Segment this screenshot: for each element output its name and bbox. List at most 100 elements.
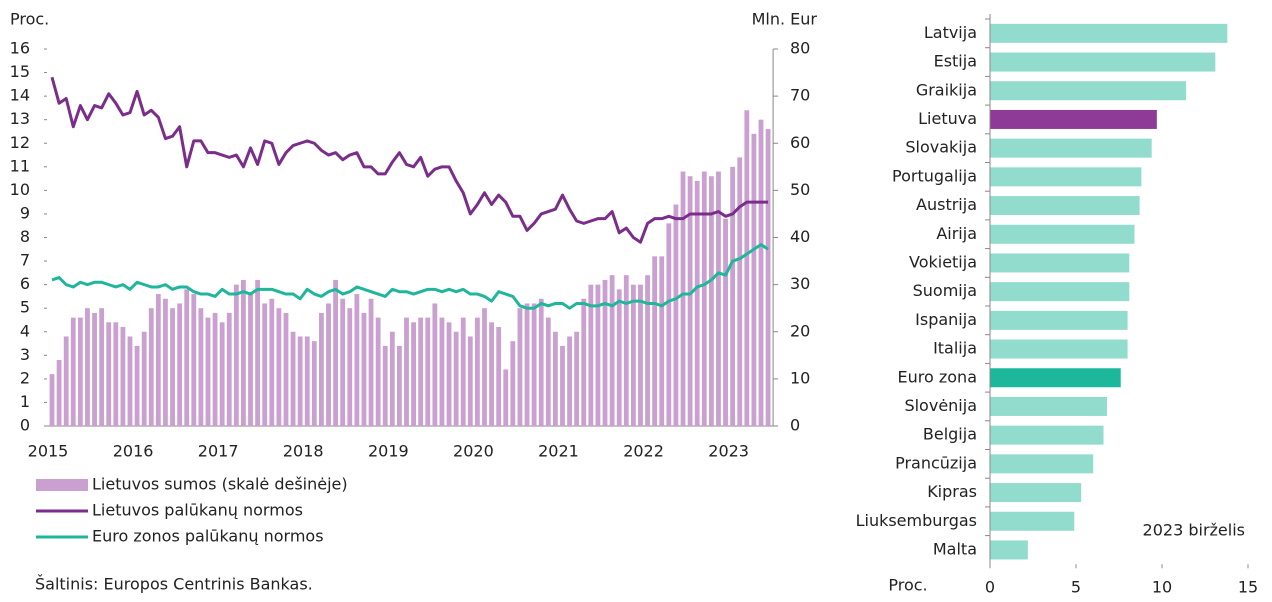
y-tick-label: 10 (10, 180, 30, 199)
y2-tick-label: 40 (790, 227, 810, 246)
y-tick-label: Prancūzija (895, 453, 977, 472)
bar (765, 129, 771, 427)
x-tick-label: 2017 (198, 442, 239, 461)
legend-label: Lietuvos palūkanų normos (92, 501, 303, 520)
bar (623, 275, 629, 426)
bar (432, 303, 438, 426)
bar (155, 294, 161, 426)
bar (581, 298, 587, 426)
bar (404, 317, 409, 426)
bar (382, 345, 388, 426)
y-tick-label: 15 (10, 62, 30, 81)
y-tick-label: Kipras (927, 482, 977, 501)
bar (248, 294, 253, 426)
y2-tick-label: 10 (790, 368, 810, 387)
bar (990, 339, 1128, 359)
bar (723, 218, 728, 426)
bar (602, 279, 608, 426)
y-tick-label: Latvija (924, 23, 977, 42)
bar (212, 312, 218, 426)
bar (701, 171, 707, 426)
bar (560, 345, 565, 426)
x-tick-label: 2023 (708, 442, 749, 461)
bar (694, 180, 700, 426)
y-tick-label: 3 (20, 345, 30, 364)
bar (425, 317, 431, 426)
bar (574, 331, 580, 426)
y-tick-label: 16 (10, 39, 30, 58)
bar (673, 204, 679, 426)
bar (177, 303, 183, 426)
y-tick-label: 4 (20, 321, 30, 340)
line (51, 243, 769, 310)
y-tick-label: 6 (20, 274, 30, 293)
bar (354, 294, 360, 426)
bar (609, 275, 615, 426)
y-tick-label: 0 (20, 416, 30, 435)
bar (311, 341, 317, 426)
bar (198, 308, 204, 426)
bar (120, 327, 126, 426)
bar (645, 275, 650, 426)
bar (496, 327, 502, 426)
bar (460, 317, 466, 426)
y-tick-label: Ispanija (915, 310, 977, 329)
y-tick-label: 13 (10, 109, 30, 128)
bar (219, 322, 225, 426)
bar (990, 540, 1028, 560)
bar (630, 284, 636, 426)
bar (375, 317, 381, 426)
source-note: Šaltinis: Europos Centrinis Bankas. (35, 575, 313, 594)
bar (361, 312, 367, 426)
bar (990, 368, 1121, 388)
bar (716, 171, 721, 426)
y2-tick-label: 0 (790, 416, 800, 435)
bar (744, 110, 750, 426)
y-tick-label: Estija (934, 52, 977, 71)
bar (503, 369, 509, 426)
bar (99, 308, 105, 426)
bar (411, 322, 416, 426)
y-tick-label: Airija (936, 224, 977, 243)
bar (269, 298, 275, 426)
bar (255, 279, 261, 426)
bar (304, 336, 310, 426)
x-tick-label: 10 (1152, 578, 1172, 597)
annotation: 2023 birželis (1143, 521, 1245, 540)
bar (990, 454, 1094, 474)
y-tick-label: Malta (933, 539, 977, 558)
bar (990, 310, 1128, 330)
bar (990, 138, 1152, 158)
bar (148, 308, 154, 426)
bar (990, 23, 1228, 43)
x-tick-label: 0 (985, 578, 995, 597)
bar (397, 345, 402, 426)
bar (616, 289, 622, 426)
y-tick-label: 2 (20, 368, 30, 387)
y-tick-label: Portugalija (892, 166, 977, 185)
bar (233, 284, 239, 426)
x-tick-label: 5 (1071, 578, 1081, 597)
bar (567, 336, 572, 426)
bar (524, 303, 530, 426)
x-tick-label: 2018 (283, 442, 324, 461)
bar (49, 374, 55, 426)
bar (262, 303, 268, 426)
bar (446, 322, 452, 426)
y-tick-label: Austrija (916, 195, 977, 214)
bar (990, 109, 1157, 129)
y2-tick-label: 60 (790, 133, 810, 152)
bar (92, 312, 97, 426)
bar (170, 308, 175, 426)
x-tick-label: 2015 (28, 442, 69, 461)
bar (141, 331, 147, 426)
bar (276, 308, 282, 426)
bar (297, 336, 303, 426)
y-tick-label: 12 (10, 133, 30, 152)
x-tick-label: 2016 (113, 442, 154, 461)
y-tick-label: 14 (10, 86, 30, 105)
bar (687, 176, 693, 426)
bar (990, 396, 1107, 416)
bar (290, 331, 296, 426)
